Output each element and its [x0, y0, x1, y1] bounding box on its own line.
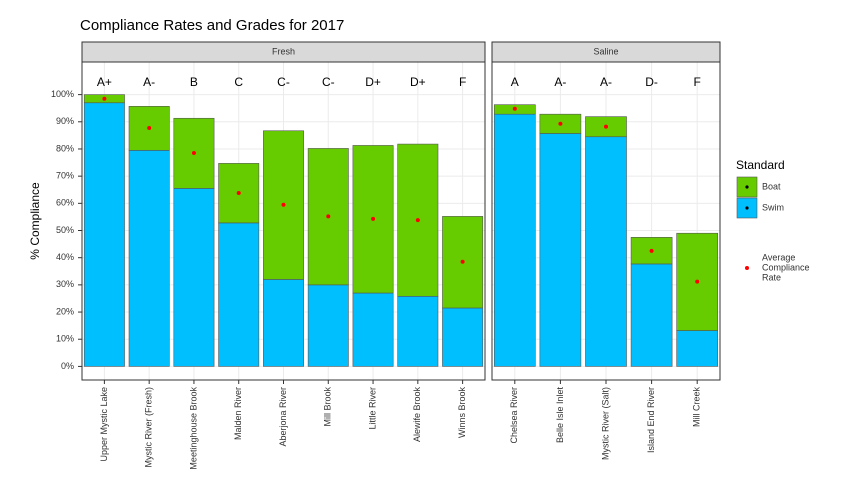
average-point	[147, 126, 152, 131]
x-tick-label: Mystic River (Salt)	[600, 387, 610, 460]
legend-label: Swim	[762, 202, 784, 212]
y-tick-label: 0%	[61, 361, 74, 371]
grade-label: D+	[365, 75, 381, 89]
grade-label: C	[234, 75, 243, 89]
legend-average-dot	[745, 266, 749, 270]
x-tick-label: Winns Brook	[457, 387, 467, 439]
y-axis-label: % Compliance	[28, 182, 42, 260]
bar-swim	[442, 307, 484, 367]
y-tick-label: 40%	[56, 252, 74, 262]
strip-label: Saline	[593, 46, 618, 56]
chart-title: Compliance Rates and Grades for 2017	[80, 17, 344, 34]
x-tick-label: Meetinghouse Brook	[188, 387, 198, 470]
y-tick-label: 70%	[56, 171, 74, 181]
strip-label: Fresh	[272, 46, 295, 56]
average-point	[102, 96, 107, 101]
average-point	[558, 121, 563, 126]
average-point	[415, 218, 420, 223]
average-point	[604, 124, 608, 129]
x-tick-label: Mill Brook	[323, 387, 333, 427]
x-tick-label: Alewife Brook	[412, 387, 422, 443]
grade-label: A-	[600, 75, 612, 89]
grade-label: D-	[645, 75, 658, 89]
x-tick-label: Aberjona River	[278, 387, 288, 447]
legend-key-dot	[745, 185, 749, 189]
grade-label: A-	[143, 75, 155, 89]
grade-label: A+	[97, 75, 112, 89]
bar-swim	[397, 295, 439, 367]
x-tick-label: Malden River	[233, 387, 243, 440]
grade-label: C-	[277, 75, 290, 89]
bar-swim	[539, 133, 582, 367]
bar-swim	[128, 150, 170, 367]
bar-swim	[493, 113, 536, 367]
x-tick-label: Island End River	[646, 387, 656, 453]
grade-label: F	[459, 75, 466, 89]
panel-border	[81, 61, 486, 381]
bar-swim	[676, 330, 719, 367]
bar-swim	[173, 188, 215, 367]
average-point	[236, 191, 241, 196]
average-point	[649, 248, 654, 253]
x-tick-label: Mystic River (Fresh)	[144, 387, 154, 468]
bar-swim	[218, 222, 260, 367]
bar-swim	[585, 136, 627, 367]
legend-title: Standard	[736, 158, 785, 172]
x-tick-label: Little River	[367, 387, 377, 430]
panel-border	[491, 61, 721, 381]
grade-label: A	[511, 75, 519, 89]
bar-swim	[83, 102, 125, 367]
average-point	[371, 216, 376, 221]
y-tick-label: 100%	[51, 89, 74, 99]
bar-swim	[307, 284, 349, 367]
bar-swim	[263, 279, 304, 367]
y-tick-label: 10%	[56, 334, 74, 344]
average-point	[695, 279, 700, 284]
y-tick-label: 60%	[56, 198, 74, 208]
average-point	[326, 214, 331, 219]
legend-average-label: Average	[762, 252, 795, 262]
legend-key-dot	[745, 206, 749, 210]
grade-label: B	[190, 75, 198, 89]
grade-label: D+	[410, 75, 426, 89]
x-tick-label: Upper Mystic Lake	[99, 387, 109, 462]
bar-swim	[630, 263, 673, 367]
grade-label: F	[694, 75, 701, 89]
x-tick-label: Mill Creek	[692, 387, 702, 428]
x-tick-label: Belle Isle Inlet	[555, 387, 565, 444]
y-tick-label: 30%	[56, 279, 74, 289]
bar-boat	[630, 237, 673, 265]
y-tick-label: 90%	[56, 116, 74, 126]
average-point	[512, 106, 517, 111]
grade-label: A-	[554, 75, 566, 89]
y-tick-label: 50%	[56, 225, 74, 235]
average-point	[460, 259, 465, 264]
bar-swim	[352, 292, 394, 367]
legend-average-label: Rate	[762, 272, 781, 282]
average-point	[281, 202, 286, 207]
y-tick-label: 80%	[56, 143, 74, 153]
x-tick-label: Chelsea River	[509, 387, 519, 444]
average-point	[191, 151, 196, 156]
legend-label: Boat	[762, 181, 781, 191]
y-tick-label: 20%	[56, 306, 74, 316]
legend-average-label: Compliance	[762, 262, 810, 272]
grade-label: C-	[322, 75, 335, 89]
